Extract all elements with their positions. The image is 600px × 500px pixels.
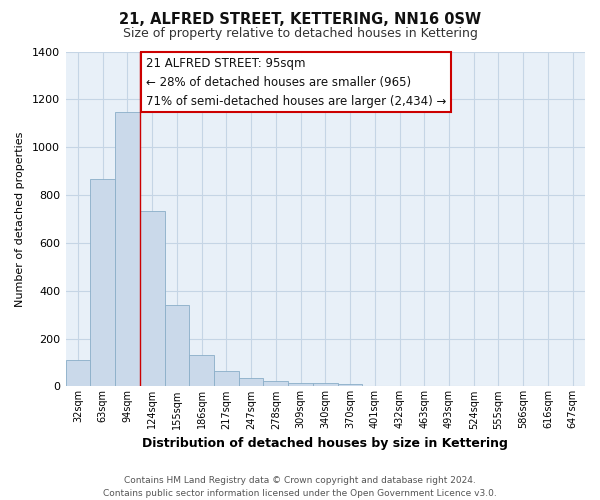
Text: 21 ALFRED STREET: 95sqm
← 28% of detached houses are smaller (965)
71% of semi-d: 21 ALFRED STREET: 95sqm ← 28% of detache… bbox=[146, 56, 446, 108]
Text: 21, ALFRED STREET, KETTERING, NN16 0SW: 21, ALFRED STREET, KETTERING, NN16 0SW bbox=[119, 12, 481, 28]
Bar bbox=[115, 112, 140, 386]
Bar bbox=[91, 180, 115, 386]
Bar bbox=[239, 378, 263, 386]
Bar bbox=[338, 384, 362, 386]
Bar bbox=[263, 381, 288, 386]
Text: Size of property relative to detached houses in Kettering: Size of property relative to detached ho… bbox=[122, 28, 478, 40]
Bar bbox=[164, 305, 189, 386]
Y-axis label: Number of detached properties: Number of detached properties bbox=[15, 132, 25, 306]
Bar bbox=[189, 356, 214, 386]
Bar bbox=[288, 383, 313, 386]
Bar bbox=[140, 210, 164, 386]
Text: Contains HM Land Registry data © Crown copyright and database right 2024.
Contai: Contains HM Land Registry data © Crown c… bbox=[103, 476, 497, 498]
X-axis label: Distribution of detached houses by size in Kettering: Distribution of detached houses by size … bbox=[142, 437, 508, 450]
Bar bbox=[214, 372, 239, 386]
Bar bbox=[65, 360, 91, 386]
Bar bbox=[313, 384, 338, 386]
